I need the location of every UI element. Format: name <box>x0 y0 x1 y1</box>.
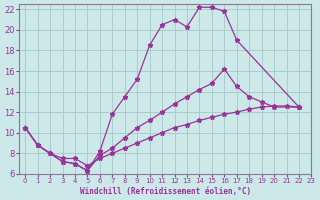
X-axis label: Windchill (Refroidissement éolien,°C): Windchill (Refroidissement éolien,°C) <box>80 187 251 196</box>
